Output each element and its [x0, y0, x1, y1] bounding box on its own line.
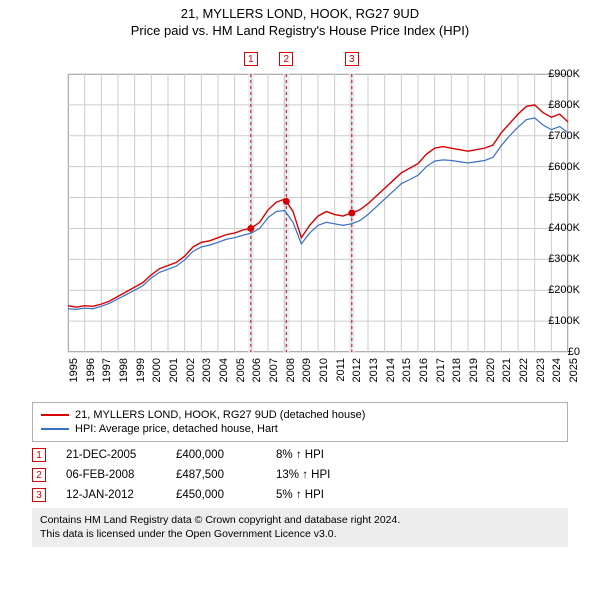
chart-container: £0 £100K £200K £300K £400K £500K £600K £700K £80…	[20, 44, 580, 394]
event-price: £450,000	[176, 489, 256, 501]
legend-swatch	[41, 414, 69, 416]
x-tick-label: 2013	[368, 358, 380, 388]
y-tick-label: £800K	[536, 99, 580, 111]
footer-line2: This data is licensed under the Open Gov…	[40, 528, 560, 542]
x-tick-label: 2005	[235, 358, 247, 388]
legend-label: 21, MYLLERS LOND, HOOK, RG27 9UD (detach…	[75, 409, 365, 421]
x-tick-label: 2001	[168, 358, 180, 388]
event-marker-3: 3	[345, 52, 359, 66]
x-tick-label: 2007	[268, 358, 280, 388]
x-tick-label: 2010	[318, 358, 330, 388]
legend-row-1: HPI: Average price, detached house, Hart	[41, 423, 559, 435]
event-delta: 5% ↑ HPI	[276, 489, 324, 501]
y-tick-label: £700K	[536, 130, 580, 142]
legend-row-0: 21, MYLLERS LOND, HOOK, RG27 9UD (detach…	[41, 409, 559, 421]
x-tick-label: 2023	[535, 358, 547, 388]
x-tick-label: 2020	[485, 358, 497, 388]
events-list: 1 21-DEC-2005 £400,000 8% ↑ HPI 2 06-FEB-2008…	[32, 448, 568, 502]
x-tick-label: 2012	[351, 358, 363, 388]
x-tick-label: 2016	[418, 358, 430, 388]
y-tick-label: £400K	[536, 222, 580, 234]
x-tick-label: 2008	[285, 358, 297, 388]
event-date: 12-JAN-2012	[66, 489, 156, 501]
event-marker-2: 2	[279, 52, 293, 66]
y-tick-label: £200K	[536, 284, 580, 296]
x-tick-label: 2015	[401, 358, 413, 388]
x-tick-label: 1996	[85, 358, 97, 388]
footer-line1: Contains HM Land Registry data © Crown c…	[40, 514, 560, 528]
x-tick-label: 2011	[335, 358, 347, 388]
y-tick-label: £900K	[536, 68, 580, 80]
chart-svg	[20, 44, 570, 354]
x-tick-label: 1997	[101, 358, 113, 388]
event-price: £400,000	[176, 449, 256, 461]
x-tick-label: 2002	[185, 358, 197, 388]
x-tick-label: 2009	[301, 358, 313, 388]
page-subtitle: Price paid vs. HM Land Registry's House …	[0, 23, 600, 38]
event-num-box: 1	[32, 448, 46, 462]
event-marker-1: 1	[244, 52, 258, 66]
legend-label: HPI: Average price, detached house, Hart	[75, 423, 278, 435]
x-tick-label: 2019	[468, 358, 480, 388]
x-tick-label: 2006	[251, 358, 263, 388]
y-tick-label: £600K	[536, 161, 580, 173]
x-tick-label: 2022	[518, 358, 530, 388]
x-tick-label: 2000	[151, 358, 163, 388]
x-tick-label: 2017	[435, 358, 447, 388]
x-tick-label: 2003	[201, 358, 213, 388]
y-tick-label: £0	[536, 346, 580, 358]
x-tick-label: 1999	[135, 358, 147, 388]
event-price: £487,500	[176, 469, 256, 481]
event-num-box: 2	[32, 468, 46, 482]
event-row-2: 2 06-FEB-2008 £487,500 13% ↑ HPI	[32, 468, 568, 482]
event-delta: 8% ↑ HPI	[276, 449, 324, 461]
y-tick-label: £100K	[536, 315, 580, 327]
x-tick-label: 1995	[68, 358, 80, 388]
event-row-1: 1 21-DEC-2005 £400,000 8% ↑ HPI	[32, 448, 568, 462]
y-tick-label: £500K	[536, 192, 580, 204]
event-delta: 13% ↑ HPI	[276, 469, 330, 481]
x-tick-label: 2021	[501, 358, 513, 388]
footer-attribution: Contains HM Land Registry data © Crown c…	[32, 508, 568, 547]
event-date: 21-DEC-2005	[66, 449, 156, 461]
x-tick-label: 2018	[451, 358, 463, 388]
x-tick-label: 2024	[551, 358, 563, 388]
x-tick-label: 2014	[385, 358, 397, 388]
event-num-box: 3	[32, 488, 46, 502]
x-tick-label: 2025	[568, 358, 580, 388]
x-tick-label: 1998	[118, 358, 130, 388]
page-title: 21, MYLLERS LOND, HOOK, RG27 9UD	[0, 6, 600, 21]
legend-swatch	[41, 428, 69, 430]
event-date: 06-FEB-2008	[66, 469, 156, 481]
y-tick-label: £300K	[536, 253, 580, 265]
legend-box: 21, MYLLERS LOND, HOOK, RG27 9UD (detach…	[32, 402, 568, 442]
event-row-3: 3 12-JAN-2012 £450,000 5% ↑ HPI	[32, 488, 568, 502]
x-tick-label: 2004	[218, 358, 230, 388]
